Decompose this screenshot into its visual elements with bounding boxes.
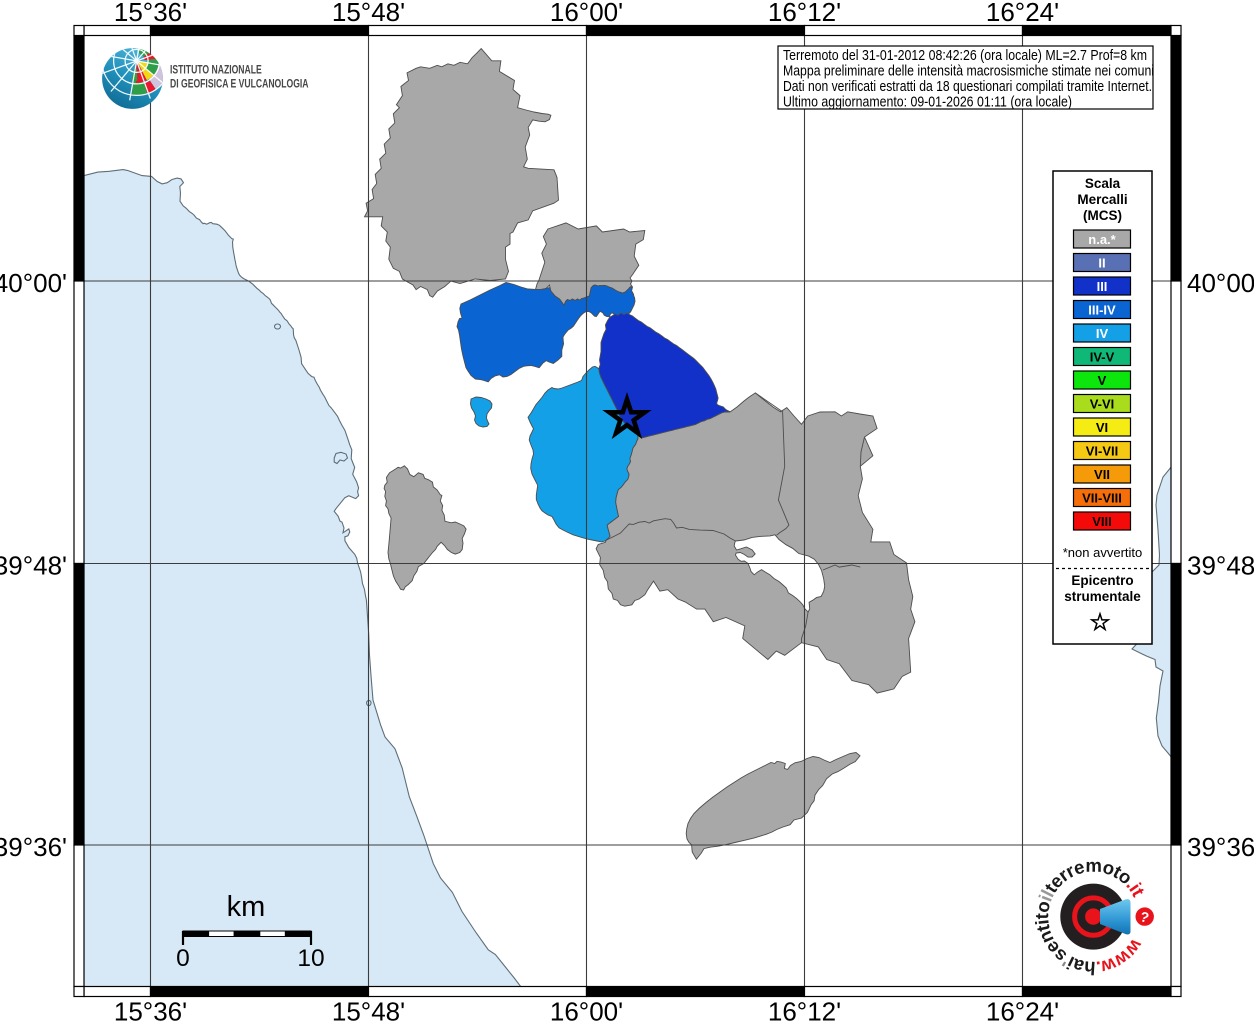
svg-text:III: III xyxy=(1097,279,1108,294)
svg-text:0: 0 xyxy=(176,945,190,972)
svg-text:Mercalli: Mercalli xyxy=(1077,192,1127,207)
svg-text:km: km xyxy=(227,891,266,923)
svg-text:ISTITUTO NAZIONALE: ISTITUTO NAZIONALE xyxy=(170,64,262,76)
svg-text:VII-VIII: VII-VIII xyxy=(1082,491,1122,506)
svg-text:Terremoto del 31-01-2012 08:42: Terremoto del 31-01-2012 08:42:26 (ora l… xyxy=(783,47,1147,64)
svg-text:V-VI: V-VI xyxy=(1090,397,1115,412)
svg-text:VI-VII: VI-VII xyxy=(1086,444,1119,459)
svg-text:Epicentro: Epicentro xyxy=(1071,573,1133,588)
svg-text:39°48': 39°48' xyxy=(1187,551,1254,581)
svg-text:16°00': 16°00' xyxy=(550,0,623,27)
svg-text:VI: VI xyxy=(1096,420,1108,435)
svg-text:Mappa preliminare delle intens: Mappa preliminare delle intensità macros… xyxy=(783,63,1154,80)
svg-text:39°36': 39°36' xyxy=(1187,832,1254,862)
svg-text:15°48': 15°48' xyxy=(332,997,405,1025)
svg-text:II: II xyxy=(1098,256,1105,271)
svg-text:16°24': 16°24' xyxy=(986,997,1059,1025)
svg-text:16°24': 16°24' xyxy=(986,0,1059,27)
svg-text:III-IV: III-IV xyxy=(1088,303,1116,318)
svg-text:(MCS): (MCS) xyxy=(1083,208,1122,223)
svg-text:15°36': 15°36' xyxy=(114,997,187,1025)
svg-text:40°00': 40°00' xyxy=(1187,268,1254,298)
svg-text:VIII: VIII xyxy=(1092,514,1112,529)
svg-text:n.a.*: n.a.* xyxy=(1088,232,1116,247)
svg-text:16°00': 16°00' xyxy=(550,997,623,1025)
svg-text:IV-V: IV-V xyxy=(1090,350,1115,365)
svg-text:39°36': 39°36' xyxy=(0,832,67,862)
svg-text:strumentale: strumentale xyxy=(1064,589,1141,604)
svg-text:V: V xyxy=(1098,373,1107,388)
svg-text:10: 10 xyxy=(297,945,324,972)
svg-text:16°12': 16°12' xyxy=(768,0,841,27)
svg-text:16°12': 16°12' xyxy=(768,997,841,1025)
svg-text:VII: VII xyxy=(1094,467,1110,482)
svg-text:DI GEOFISICA E VULCANOLOGIA: DI GEOFISICA E VULCANOLOGIA xyxy=(170,78,309,90)
svg-text:IV: IV xyxy=(1096,326,1109,341)
svg-text:*non avvertito: *non avvertito xyxy=(1063,545,1143,560)
svg-text:?: ? xyxy=(1139,908,1151,926)
svg-text:Scala: Scala xyxy=(1085,176,1121,191)
svg-text:15°48': 15°48' xyxy=(332,0,405,27)
svg-text:39°48': 39°48' xyxy=(0,551,67,581)
svg-text:Dati non verificati estratti d: Dati non verificati estratti da 18 quest… xyxy=(783,78,1152,95)
svg-text:40°00': 40°00' xyxy=(0,268,67,298)
svg-text:15°36': 15°36' xyxy=(114,0,187,27)
svg-text:Ultimo aggiornamento: 09-01-20: Ultimo aggiornamento: 09-01-2026 01:11 (… xyxy=(783,94,1072,111)
